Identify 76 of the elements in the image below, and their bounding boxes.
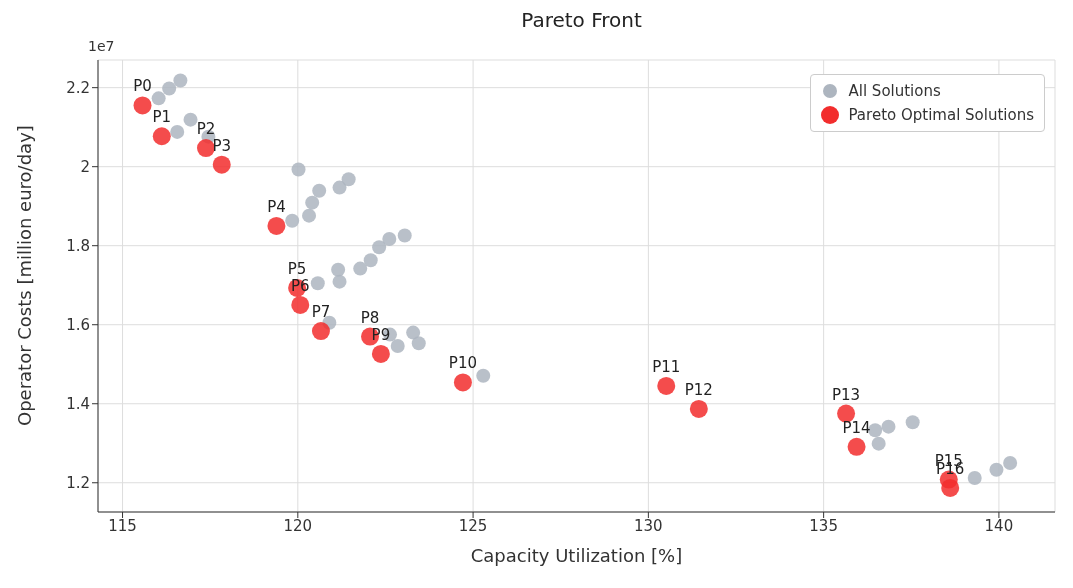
- annotation: P5: [287, 259, 307, 278]
- point: [310, 276, 325, 291]
- point: [871, 436, 886, 451]
- chart-title: Pareto Front: [520, 8, 643, 32]
- annotation: P10: [448, 354, 477, 373]
- point: [905, 415, 920, 430]
- y-tick-label: 2.2: [66, 78, 90, 97]
- annotation: P2: [196, 120, 216, 139]
- point: [332, 274, 347, 289]
- annotation: P12: [684, 380, 713, 399]
- point: [837, 404, 856, 423]
- y-tick-label: 1.4: [66, 395, 90, 414]
- point: [341, 172, 356, 187]
- point: [372, 240, 387, 255]
- annotation: P11: [652, 357, 681, 376]
- point: [170, 124, 185, 139]
- point: [390, 339, 405, 354]
- point: [411, 336, 426, 351]
- point: [291, 295, 310, 314]
- point: [151, 91, 166, 106]
- point: [1003, 456, 1018, 471]
- annotation: P3: [212, 136, 232, 155]
- y-tick-label: 1.6: [66, 316, 90, 335]
- point: [305, 195, 320, 210]
- point: [291, 162, 306, 177]
- annotation: P7: [311, 303, 331, 322]
- legend-label: All Solutions: [848, 81, 941, 102]
- y-tick-label: 1.2: [66, 474, 90, 493]
- point: [353, 261, 368, 276]
- point: [941, 478, 960, 497]
- point: [406, 325, 421, 340]
- point: [847, 437, 866, 456]
- point: [332, 180, 347, 195]
- annotation: P13: [832, 385, 861, 404]
- x-tick-label: 120: [283, 516, 313, 535]
- point: [657, 376, 676, 395]
- point: [881, 419, 896, 434]
- point: [312, 183, 327, 198]
- point: [302, 208, 317, 223]
- x-tick-label: 130: [634, 516, 663, 535]
- point: [689, 399, 708, 418]
- y-tick-label: 1.8: [66, 237, 90, 256]
- point: [476, 368, 491, 383]
- annotation: P1: [152, 108, 172, 127]
- annotation: P8: [360, 308, 380, 327]
- point: [331, 262, 346, 277]
- point: [196, 139, 215, 158]
- x-tick-label: 115: [108, 516, 137, 535]
- point: [989, 462, 1004, 477]
- point: [967, 471, 982, 486]
- point: [267, 216, 286, 235]
- text: 1e7: [88, 38, 115, 54]
- y-axis-title: Operator Costs [million euro/day]: [14, 125, 36, 426]
- x-tick-label: 135: [809, 516, 838, 535]
- x-tick-label: 125: [458, 516, 488, 535]
- x-axis-title: Capacity Utilization [%]: [470, 545, 683, 566]
- annotation: P4: [267, 197, 286, 216]
- point: [173, 73, 188, 88]
- point: [371, 344, 390, 363]
- y-tick-label: 2: [80, 158, 90, 176]
- point: [397, 228, 412, 243]
- point: [162, 81, 177, 96]
- point: [382, 231, 397, 246]
- annotation: P0: [133, 77, 152, 96]
- point: [285, 213, 300, 228]
- point: [212, 155, 231, 174]
- point: [133, 96, 152, 115]
- point: [363, 253, 378, 268]
- point: [152, 127, 171, 146]
- point: [183, 112, 198, 127]
- point: [453, 373, 472, 392]
- point: [868, 423, 883, 438]
- x-tick-label: 140: [984, 516, 1014, 535]
- annotation: P14: [842, 418, 871, 437]
- point: [311, 322, 330, 341]
- legend-label: Pareto Optimal Solutions: [848, 105, 1034, 126]
